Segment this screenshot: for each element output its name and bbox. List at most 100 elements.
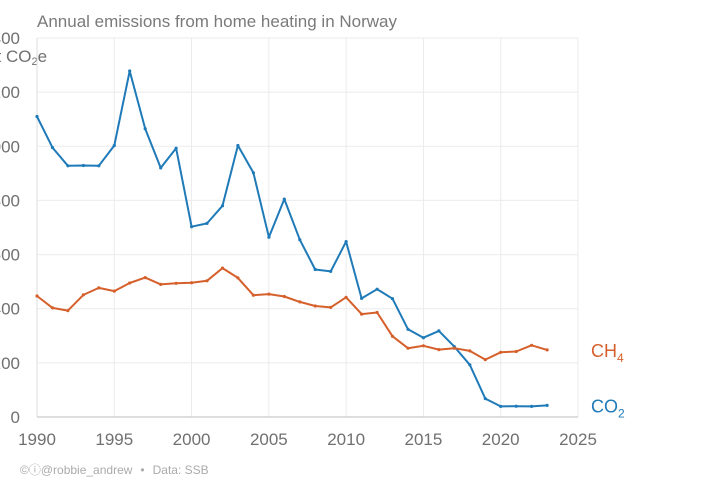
data-point-co2 <box>143 127 147 131</box>
data-point-ch4 <box>267 292 271 296</box>
x-tick-label: 2000 <box>173 430 211 449</box>
data-point-ch4 <box>530 343 534 347</box>
data-point-co2 <box>483 397 487 401</box>
grid <box>37 37 579 417</box>
x-tick-label: 2025 <box>559 430 597 449</box>
attribution: @robbie_andrew <box>40 463 133 477</box>
data-point-ch4 <box>128 281 132 285</box>
data-point-ch4 <box>190 281 194 285</box>
data-point-ch4 <box>220 266 225 270</box>
data-point-co2 <box>421 336 425 340</box>
x-tick-label: 1990 <box>18 430 56 449</box>
y-unit-subscript: 2 <box>31 56 38 68</box>
data-point-co2 <box>190 225 194 229</box>
y-tick-label: 1000 <box>0 137 20 156</box>
data-point-ch4 <box>406 346 410 350</box>
data-point-co2 <box>298 238 302 242</box>
data-point-ch4 <box>251 293 255 297</box>
series-label-ch4: CH4 <box>591 341 624 365</box>
data-source: Data: SSB <box>152 463 209 477</box>
data-point-co2 <box>313 267 317 272</box>
x-tick-label: 1995 <box>95 430 133 449</box>
data-point-co2 <box>35 114 39 119</box>
x-tick-label: 2010 <box>327 430 365 449</box>
data-point-co2 <box>514 404 518 408</box>
data-point-ch4 <box>159 282 163 286</box>
data-point-co2 <box>205 221 209 225</box>
x-tick-label: 2020 <box>482 430 520 449</box>
data-point-ch4 <box>499 350 503 354</box>
footer: ©ⓘ@robbie_andrew • Data: SSB <box>20 461 209 478</box>
data-point-co2 <box>236 143 240 148</box>
data-point-co2 <box>468 363 472 367</box>
series-line-co2 <box>36 70 548 408</box>
data-point-co2 <box>282 197 286 201</box>
series-line-ch4 <box>36 267 548 361</box>
data-point-ch4 <box>66 309 70 313</box>
x-tick-label: 2005 <box>250 430 288 449</box>
data-point-co2 <box>97 164 101 168</box>
data-point-ch4 <box>236 276 240 280</box>
y-tick-label: 1400 <box>0 29 20 48</box>
data-point-ch4 <box>545 348 549 352</box>
footer-separator: • <box>140 463 145 477</box>
data-point-co2 <box>159 166 163 170</box>
y-tick-label: 0 <box>11 408 20 427</box>
data-point-co2 <box>50 146 55 150</box>
y-tick-label: 1200 <box>0 83 20 102</box>
data-point-ch4 <box>390 334 395 338</box>
data-point-ch4 <box>97 286 101 290</box>
data-point-co2 <box>375 287 379 291</box>
series-label-co2: CO2 <box>591 396 625 420</box>
data-point-ch4 <box>421 344 425 348</box>
data-point-ch4 <box>313 304 317 308</box>
data-point-co2 <box>545 403 549 407</box>
series-layer <box>35 69 549 408</box>
data-point-ch4 <box>298 300 302 304</box>
data-point-co2 <box>530 404 534 408</box>
data-point-ch4 <box>360 312 364 316</box>
data-point-ch4 <box>344 295 348 299</box>
data-point-ch4 <box>205 279 209 283</box>
data-point-co2 <box>360 296 364 300</box>
data-point-ch4 <box>452 346 456 350</box>
cc-license-icon: ©ⓘ <box>20 463 41 477</box>
chart-title: Annual emissions from home heating in No… <box>37 12 398 31</box>
data-point-ch4 <box>81 293 85 297</box>
data-point-ch4 <box>375 310 379 315</box>
y-tick-label: 800 <box>0 191 20 210</box>
y-axis-unit-label: kt CO2e <box>0 47 47 68</box>
data-point-co2 <box>220 204 225 208</box>
data-point-co2 <box>329 269 333 273</box>
data-point-co2 <box>344 240 348 244</box>
data-point-ch4 <box>143 276 147 280</box>
data-point-co2 <box>437 329 441 333</box>
data-point-co2 <box>81 163 85 168</box>
data-point-ch4 <box>35 294 39 298</box>
data-point-ch4 <box>282 294 286 299</box>
data-point-ch4 <box>329 305 333 309</box>
data-point-ch4 <box>514 349 518 354</box>
axes: 0 200 400 600 800 1000 1200 1400 1990 1995 2000 200… <box>0 29 597 449</box>
data-point-co2 <box>390 297 395 301</box>
series-labels: CO2 CH4 <box>591 341 625 420</box>
data-point-co2 <box>499 404 503 408</box>
y-tick-label: 200 <box>0 354 20 373</box>
x-tick-label: 2015 <box>405 430 443 449</box>
data-point-ch4 <box>112 289 116 293</box>
data-point-co2 <box>112 143 116 148</box>
y-tick-label: 400 <box>0 300 20 319</box>
data-point-ch4 <box>174 281 178 285</box>
data-point-co2 <box>128 69 132 73</box>
y-tick-label: 600 <box>0 246 20 265</box>
y-unit-prefix: kt CO <box>0 47 32 66</box>
data-point-ch4 <box>483 358 487 362</box>
data-point-co2 <box>251 171 255 175</box>
data-point-co2 <box>267 235 271 239</box>
data-point-ch4 <box>437 348 441 352</box>
data-point-co2 <box>174 146 178 150</box>
y-unit-suffix: e <box>37 47 48 66</box>
data-point-co2 <box>406 327 410 331</box>
data-point-ch4 <box>50 306 55 310</box>
